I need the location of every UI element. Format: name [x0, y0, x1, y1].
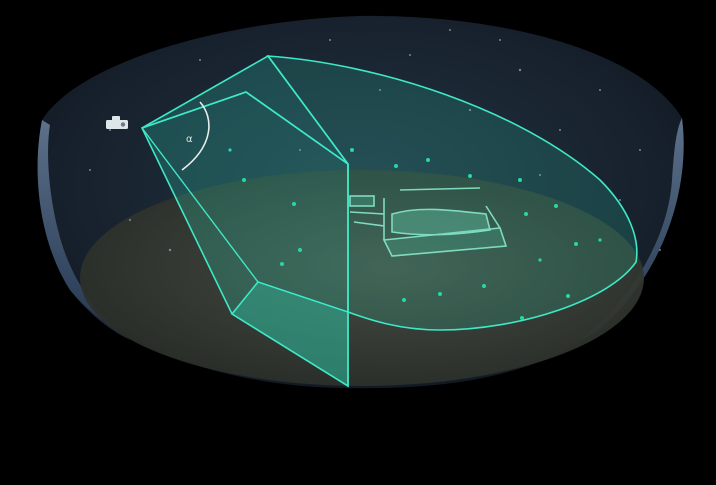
dome-rim-right	[580, 118, 684, 340]
fov-angle-label: α	[186, 134, 193, 145]
ground-plane	[80, 170, 644, 386]
scanned-structure	[349, 187, 508, 257]
dome-rim-left	[37, 120, 130, 340]
point-cloud	[228, 148, 602, 320]
camera-icon	[106, 116, 128, 129]
fov-angle-arc	[181, 101, 210, 171]
fov-edges	[141, 127, 349, 386]
fov-volume-outer	[266, 55, 638, 331]
star-field	[89, 29, 661, 252]
